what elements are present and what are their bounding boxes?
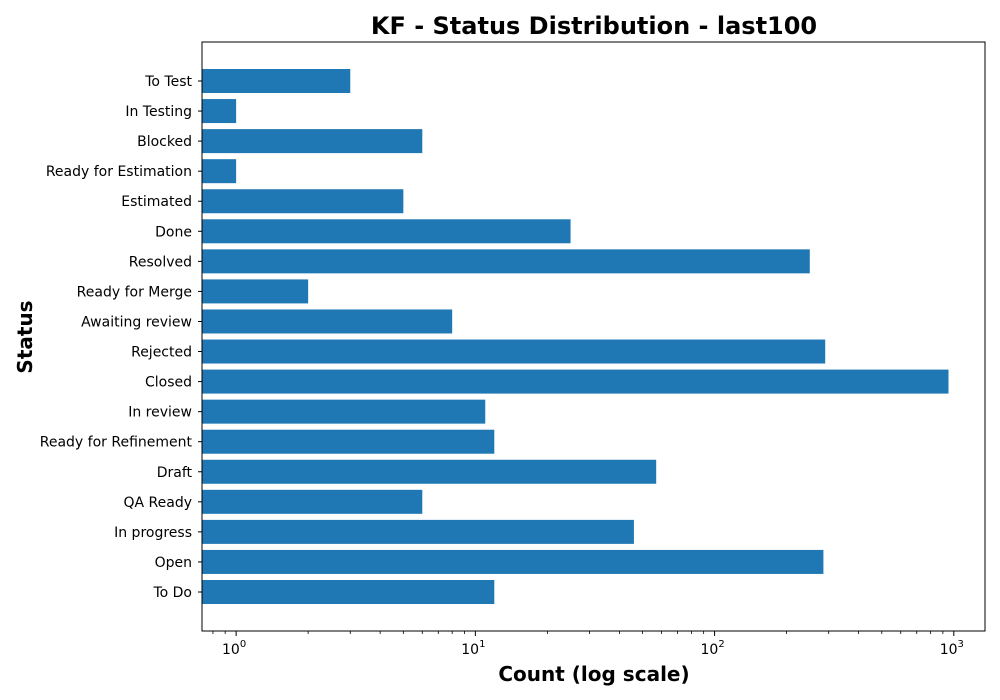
bar <box>202 309 453 334</box>
bar <box>202 189 404 214</box>
y-tick-label: Ready for Estimation <box>46 164 192 180</box>
bar <box>202 99 237 124</box>
y-tick-label: Open <box>155 555 192 571</box>
y-tick-label: QA Ready <box>123 495 192 511</box>
bar <box>202 489 423 514</box>
bar <box>202 279 309 304</box>
x-tick-label: 102 <box>700 639 724 658</box>
bar <box>202 459 657 484</box>
bar <box>202 69 351 93</box>
x-tick-label: 101 <box>461 639 485 658</box>
bar <box>202 429 495 454</box>
y-tick-label: Draft <box>157 465 193 481</box>
y-tick-label: Ready for Refinement <box>40 435 193 451</box>
chart-title: KF - Status Distribution - last100 <box>371 12 817 40</box>
y-tick-label: Awaiting review <box>81 314 192 330</box>
y-tick-label: Done <box>155 224 192 240</box>
y-tick-label: Rejected <box>131 345 192 361</box>
y-tick-label: Estimated <box>121 194 192 210</box>
y-tick-label: In review <box>128 405 192 421</box>
y-tick-label: To Test <box>144 74 192 90</box>
y-tick-label: Blocked <box>137 134 192 150</box>
bar <box>202 219 571 244</box>
bar <box>202 249 810 274</box>
y-tick-label: Ready for Merge <box>77 284 192 300</box>
y-axis-ticks: To Test In Testing Blocked Ready for Estima… <box>40 74 202 601</box>
y-tick-label: In progress <box>114 525 192 541</box>
x-axis-label: Count (log scale) <box>498 662 689 686</box>
bar <box>202 549 824 574</box>
bar <box>202 339 826 364</box>
bars-layer <box>202 69 949 604</box>
bar <box>202 519 634 544</box>
y-axis-label: Status <box>13 300 37 373</box>
y-tick-label: Closed <box>145 375 192 391</box>
bar <box>202 399 486 424</box>
x-axis-ticks: 100 101 102 103 <box>212 631 964 658</box>
x-tick-label: 103 <box>940 639 964 658</box>
y-tick-label: In Testing <box>125 104 192 120</box>
y-tick-label: To Do <box>152 585 192 601</box>
bar <box>202 159 237 184</box>
plot-frame <box>201 41 986 632</box>
x-tick-label: 100 <box>222 639 246 658</box>
bar <box>202 580 495 604</box>
y-tick-label: Resolved <box>129 254 192 270</box>
bar <box>202 369 949 394</box>
bar <box>202 129 423 154</box>
